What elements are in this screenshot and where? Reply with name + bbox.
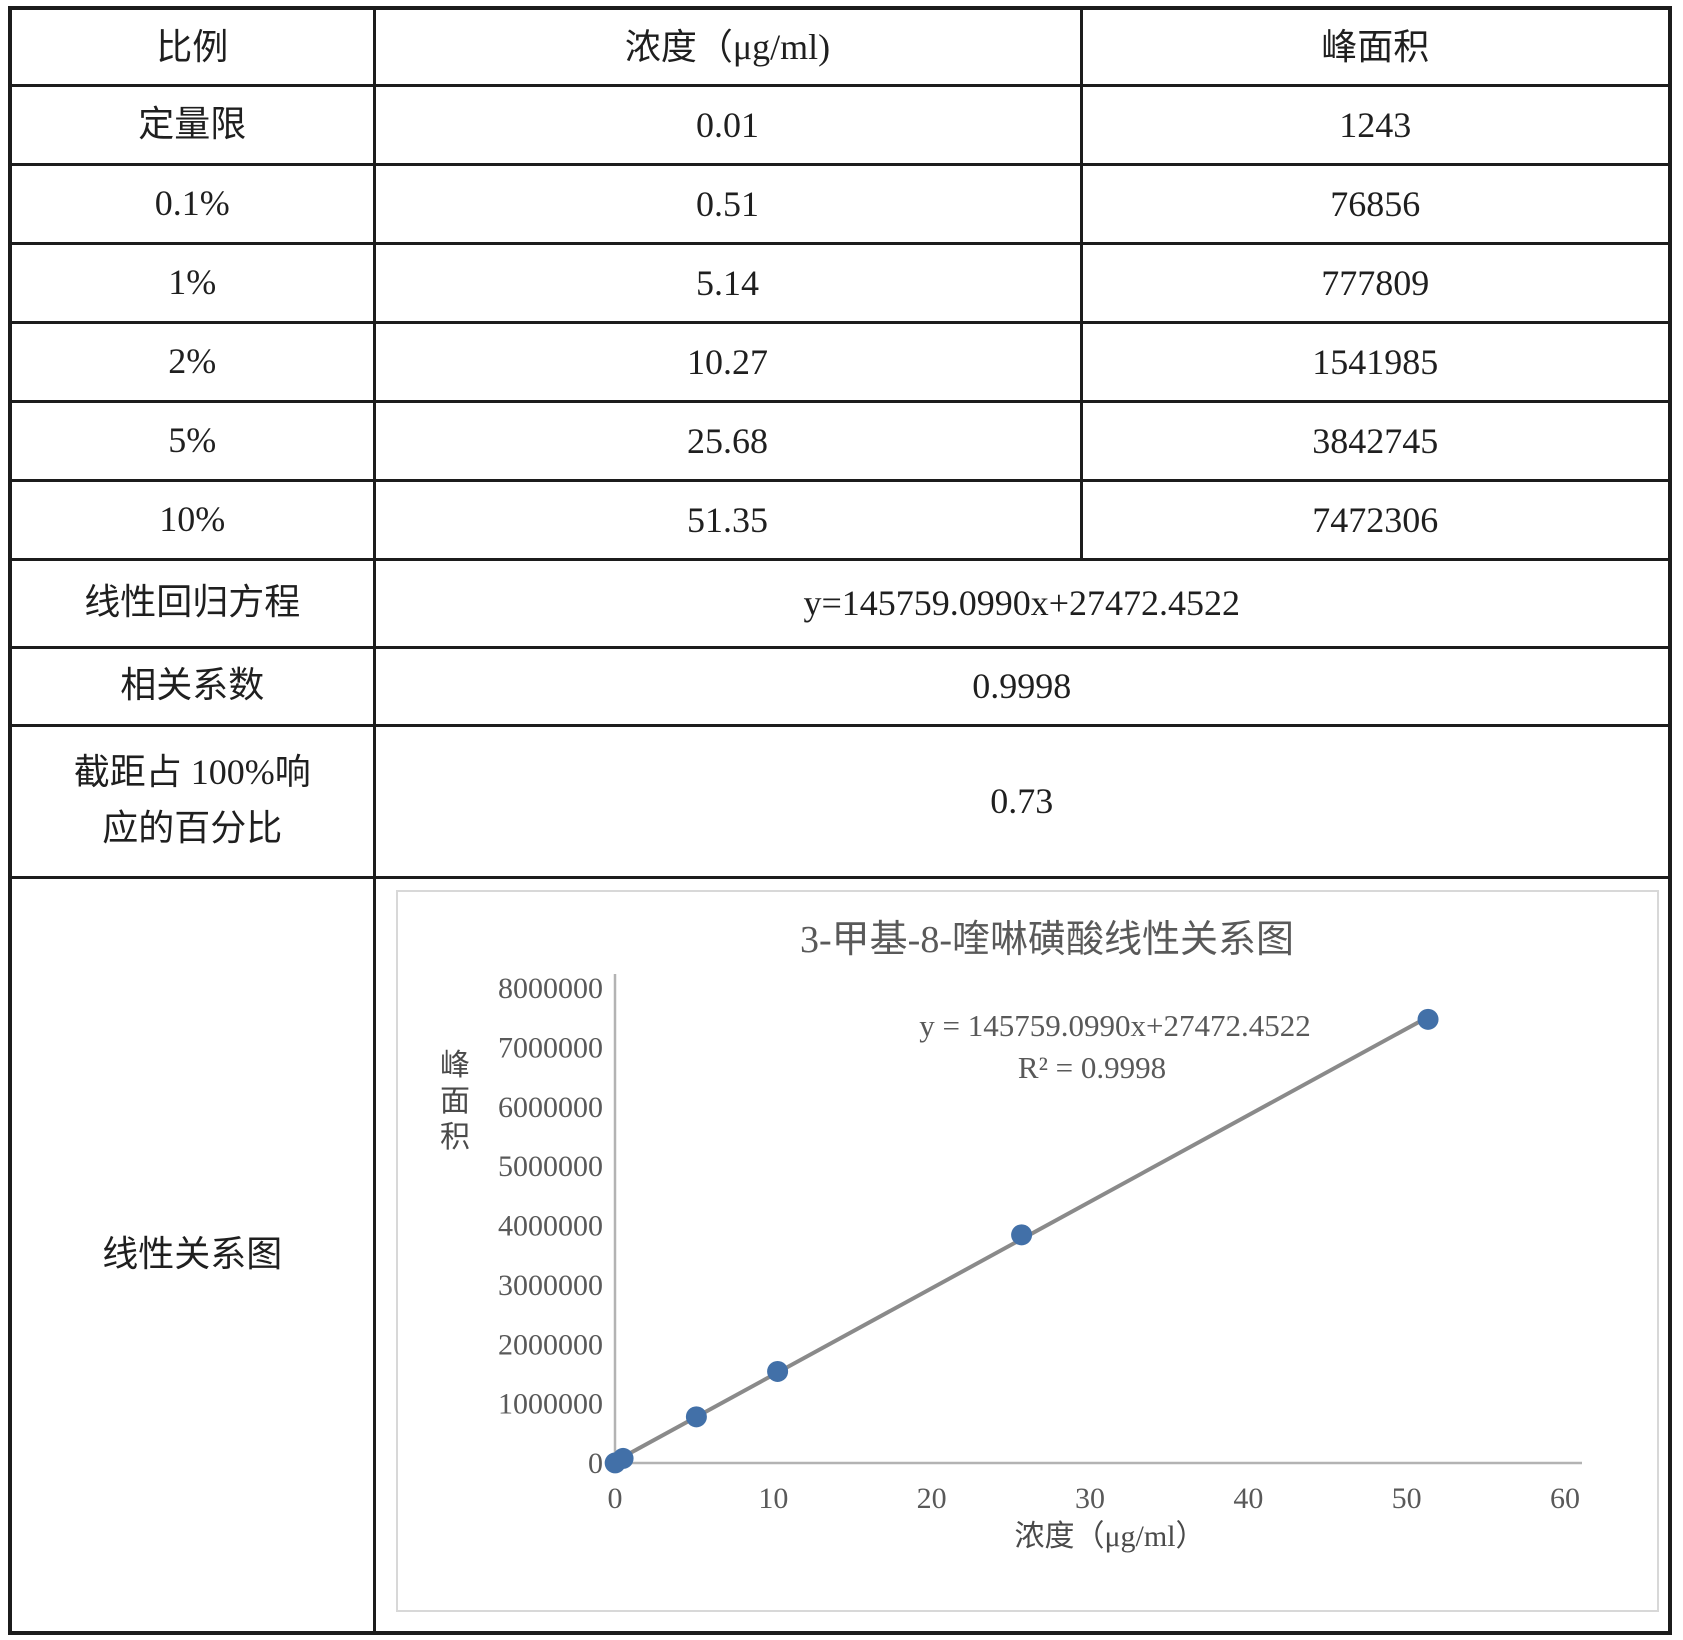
y-tick-label: 5000000 — [498, 1150, 603, 1183]
concentration-cell: 25.68 — [372, 399, 1083, 482]
ratio-cell: 2% — [8, 320, 376, 403]
concentration-cell: 51.35 — [372, 478, 1083, 561]
summary-label: 截距占 100%响应的百分比 — [8, 723, 376, 879]
y-tick-label: 0 — [588, 1447, 603, 1480]
y-axis-title-char: 峰 — [440, 1049, 470, 1082]
concentration-cell: 0.01 — [372, 83, 1083, 166]
trendline-equation: y = 145759.0990x+27472.4522 — [919, 1008, 1310, 1043]
y-tick-label: 6000000 — [498, 1090, 603, 1123]
x-tick-label: 20 — [916, 1482, 946, 1515]
chart-cell: 3-甲基-8-喹啉磺酸线性关系图 y = 145759.0990x+27472.4… — [372, 875, 1672, 1635]
ratio-cell: 0.1% — [8, 162, 376, 245]
header-concentration: 浓度（μg/ml) — [372, 6, 1083, 87]
table-row: 2% 10.27 1541985 — [8, 320, 1672, 403]
data-point — [685, 1405, 707, 1427]
concentration-cell: 5.14 — [372, 241, 1083, 324]
x-tick-label: 40 — [1233, 1482, 1263, 1515]
y-axis-title-char: 积 — [440, 1121, 470, 1154]
x-axis-title: 浓度（μg/ml） — [1014, 1520, 1205, 1553]
summary-value: 0.73 — [372, 723, 1672, 879]
y-tick-label: 4000000 — [498, 1209, 603, 1242]
summary-row-equation: 线性回归方程 y=145759.0990x+27472.4522 — [8, 557, 1672, 649]
x-tick-label: 0 — [607, 1482, 622, 1515]
peak-area-cell: 76856 — [1079, 162, 1672, 245]
table-row: 0.1% 0.51 76856 — [8, 162, 1672, 245]
summary-value: 0.9998 — [372, 645, 1672, 727]
ratio-cell: 1% — [8, 241, 376, 324]
y-tick-label: 2000000 — [498, 1328, 603, 1361]
chart-title: 3-甲基-8-喹啉磺酸线性关系图 — [800, 919, 1294, 961]
table-row: 5% 25.68 3842745 — [8, 399, 1672, 482]
peak-area-cell: 1243 — [1079, 83, 1672, 166]
table-row: 10% 51.35 7472306 — [8, 478, 1672, 561]
linearity-chart: 3-甲基-8-喹啉磺酸线性关系图 y = 145759.0990x+27472.4… — [440, 919, 1582, 1553]
data-point — [1010, 1223, 1032, 1245]
y-tick-label: 7000000 — [498, 1031, 603, 1064]
data-point — [1417, 1008, 1439, 1030]
chart-row-label: 线性关系图 — [8, 875, 376, 1635]
table-header-row: 比例 浓度（μg/ml) 峰面积 — [8, 6, 1672, 87]
y-tick-label: 3000000 — [498, 1268, 603, 1301]
x-tick-label: 30 — [1075, 1482, 1105, 1515]
y-tick-label: 8000000 — [498, 972, 603, 1005]
chart-row: 线性关系图 3-甲基-8-喹啉磺酸线性关系图 y = 145759.0990x+2… — [8, 875, 1672, 1635]
summary-label: 线性回归方程 — [8, 557, 376, 649]
peak-area-cell: 777809 — [1079, 241, 1672, 324]
concentration-cell: 0.51 — [372, 162, 1083, 245]
concentration-cell: 10.27 — [372, 320, 1083, 403]
linearity-table: 比例 浓度（μg/ml) 峰面积 定量限 0.01 1243 0.1% 0.51… — [8, 6, 1672, 1635]
x-tick-label: 10 — [758, 1482, 788, 1515]
peak-area-cell: 7472306 — [1079, 478, 1672, 561]
chart-frame: 3-甲基-8-喹啉磺酸线性关系图 y = 145759.0990x+27472.4… — [395, 889, 1659, 1612]
summary-row-corr: 相关系数 0.9998 — [8, 645, 1672, 727]
y-axis-title-char: 面 — [440, 1085, 470, 1118]
data-point — [612, 1447, 634, 1469]
summary-value: y=145759.0990x+27472.4522 — [372, 557, 1672, 649]
data-point — [766, 1360, 788, 1382]
ratio-cell: 10% — [8, 478, 376, 561]
ratio-cell: 5% — [8, 399, 376, 482]
header-ratio: 比例 — [8, 6, 376, 87]
x-tick-label: 60 — [1550, 1482, 1580, 1515]
summary-row-intercept: 截距占 100%响应的百分比 0.73 — [8, 723, 1672, 879]
summary-label: 相关系数 — [8, 645, 376, 727]
y-tick-label: 1000000 — [498, 1387, 603, 1420]
ratio-cell: 定量限 — [8, 83, 376, 166]
x-tick-label: 50 — [1391, 1482, 1421, 1515]
peak-area-cell: 3842745 — [1079, 399, 1672, 482]
table-row: 1% 5.14 777809 — [8, 241, 1672, 324]
header-peak-area: 峰面积 — [1079, 6, 1672, 87]
peak-area-cell: 1541985 — [1079, 320, 1672, 403]
table-row: 定量限 0.01 1243 — [8, 83, 1672, 166]
r-squared: R² = 0.9998 — [1017, 1050, 1165, 1085]
